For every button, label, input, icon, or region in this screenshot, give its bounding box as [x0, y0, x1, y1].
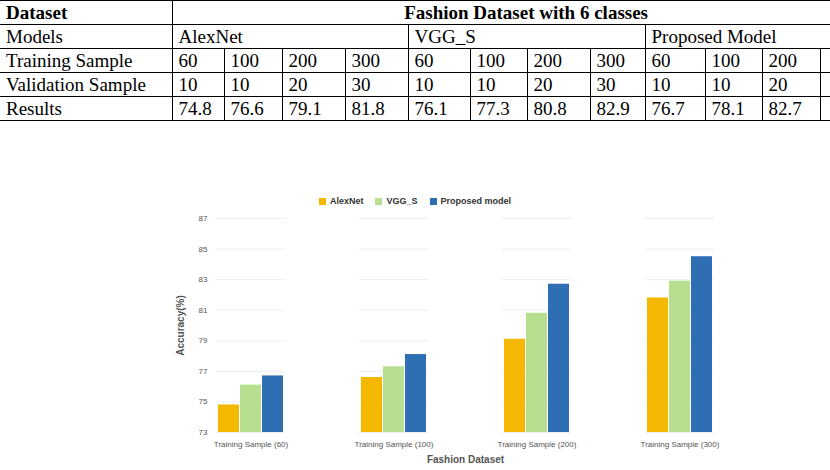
svg-text:Training Sample (60): Training Sample (60): [214, 440, 289, 449]
html-text:20: 20: [533, 74, 553, 95]
svg-text:Training Sample (100): Training Sample (100): [355, 440, 434, 449]
svg-text:Training Sample (200): Training Sample (200): [498, 440, 577, 449]
html-text:100: 100: [711, 50, 740, 71]
html-text:300: 300: [596, 50, 625, 71]
html-text:81.8: 81.8: [351, 98, 385, 119]
svg-text:87: 87: [199, 214, 208, 223]
html-text:76.1: 76.1: [414, 98, 448, 119]
html-text:76.6: 76.6: [230, 98, 264, 119]
html-text:79.1: 79.1: [288, 98, 322, 119]
html-text:20: 20: [768, 74, 788, 95]
svg-text:77: 77: [199, 367, 208, 376]
html-text:Proposed Model: Proposed Model: [651, 26, 777, 47]
html-text:30: 30: [596, 74, 616, 95]
svg-text:Training Sample (300): Training Sample (300): [641, 440, 720, 449]
html-text:AlexNet: AlexNet: [178, 26, 243, 47]
html-text:78.1: 78.1: [711, 98, 745, 119]
html-text:10: 10: [414, 74, 434, 95]
svg-text:81: 81: [199, 306, 208, 315]
html-text:10: 10: [711, 74, 731, 95]
html-text:Fashion Dataset with 6 classes: Fashion Dataset with 6 classes: [404, 2, 648, 23]
html-text:Results: Results: [6, 98, 62, 119]
html-text:82.7: 82.7: [768, 98, 802, 119]
html-text:VGG_S: VGG_S: [386, 196, 418, 206]
html-text:AlexNet: AlexNet: [330, 196, 364, 206]
html-text:10: 10: [651, 74, 671, 95]
svg-text:Fashion Dataset: Fashion Dataset: [427, 454, 505, 465]
html-text:100: 100: [230, 50, 259, 71]
svg-text:Accuracy(%): Accuracy(%): [175, 295, 186, 356]
html-text:Proposed model: Proposed model: [440, 196, 511, 206]
svg-text:79: 79: [199, 336, 208, 345]
html-text:74.8: 74.8: [178, 98, 212, 119]
svg-text:83: 83: [199, 275, 208, 284]
html-text:76.7: 76.7: [651, 98, 685, 119]
html-text:60: 60: [414, 50, 434, 71]
html-text:77.3: 77.3: [476, 98, 510, 119]
svg-text:75: 75: [199, 397, 208, 406]
html-text:100: 100: [476, 50, 505, 71]
svg-text:73: 73: [199, 428, 208, 437]
html-text:200: 200: [768, 50, 797, 71]
svg-text:85: 85: [199, 245, 208, 254]
html-text:10: 10: [230, 74, 250, 95]
html-text:20: 20: [288, 74, 308, 95]
html-text:60: 60: [651, 50, 671, 71]
html-text:Dataset: Dataset: [6, 2, 68, 23]
html-text:200: 200: [288, 50, 317, 71]
html-text:Models: Models: [6, 26, 63, 47]
html-text:30: 30: [351, 74, 371, 95]
html-text:200: 200: [533, 50, 562, 71]
html-text:Validation Sample: Validation Sample: [6, 74, 146, 95]
html-text:VGG_S: VGG_S: [414, 26, 476, 47]
html-text:Training Sample: Training Sample: [6, 50, 133, 71]
html-text:60: 60: [178, 50, 198, 71]
html-text:10: 10: [178, 74, 198, 95]
html-text:80.8: 80.8: [533, 98, 567, 119]
html-text:82.9: 82.9: [596, 98, 630, 119]
html-text:300: 300: [351, 50, 380, 71]
html-text:10: 10: [476, 74, 496, 95]
